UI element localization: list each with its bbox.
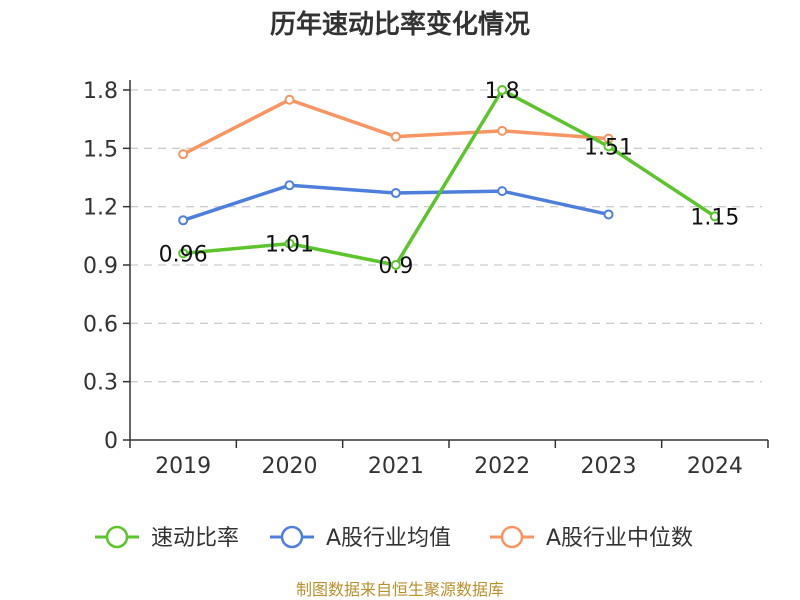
data-point	[497, 186, 508, 197]
x-tick-label: 2024	[687, 454, 743, 479]
data-point	[497, 85, 508, 95]
y-tick-label: 1.2	[83, 196, 118, 221]
legend-swatch-marker	[105, 525, 129, 549]
legend-label: A股行业中位数	[546, 526, 693, 551]
y-tick-label: 0.9	[83, 254, 118, 279]
x-tick-label: 2020	[262, 454, 318, 479]
data-point	[284, 180, 295, 191]
data-point	[284, 238, 295, 249]
series-line	[182, 97, 609, 156]
data-point	[284, 94, 295, 105]
y-tick-label: 0	[104, 429, 118, 454]
data-label: 1.8	[485, 79, 520, 104]
legend-swatch-marker	[280, 525, 304, 549]
x-tick-label: 2021	[368, 454, 424, 479]
data-labels: 0.96 1.01 0.9 1.8 1.51 1.15	[159, 79, 740, 279]
data-point	[497, 125, 508, 136]
legend-swatch-marker	[500, 525, 524, 549]
data-label: 1.51	[584, 135, 633, 160]
y-tick-label: 0.3	[83, 371, 118, 396]
y-tick-label: 1.8	[83, 79, 118, 104]
data-label: 1.01	[265, 233, 314, 258]
data-point	[603, 141, 614, 152]
x-tick-label: 2022	[474, 454, 530, 479]
data-label: 0.96	[159, 242, 208, 267]
legend-label: 速动比率	[151, 526, 239, 551]
data-point	[178, 215, 189, 226]
data-point	[709, 211, 720, 222]
grid	[130, 89, 762, 383]
axes: 0 0.3 0.6 0.9 1.2 1.5 1.8 2019 2020 2021 2022 2023 2…	[83, 79, 769, 479]
legend-label: A股行业均值	[326, 526, 451, 551]
chart-title: 历年速动比率变化情况	[270, 9, 530, 40]
data-point	[390, 260, 401, 270]
data-point	[390, 188, 401, 199]
series-line	[183, 88, 716, 267]
data-point	[178, 248, 189, 259]
data-label: 0.9	[378, 254, 413, 279]
data-point	[390, 131, 401, 142]
legend: 速动比率 A股行业均值 A股行业中位数	[95, 525, 693, 551]
data-point	[603, 209, 614, 220]
source-note: 制图数据来自恒生聚源数据库	[296, 580, 504, 599]
x-tick-label: 2023	[581, 454, 637, 479]
x-tick-label: 2019	[155, 454, 211, 479]
data-point	[178, 149, 189, 160]
y-tick-label: 1.5	[83, 137, 118, 162]
y-tick-label: 0.6	[83, 312, 118, 337]
data-label: 1.15	[690, 205, 739, 230]
series	[178, 85, 720, 270]
